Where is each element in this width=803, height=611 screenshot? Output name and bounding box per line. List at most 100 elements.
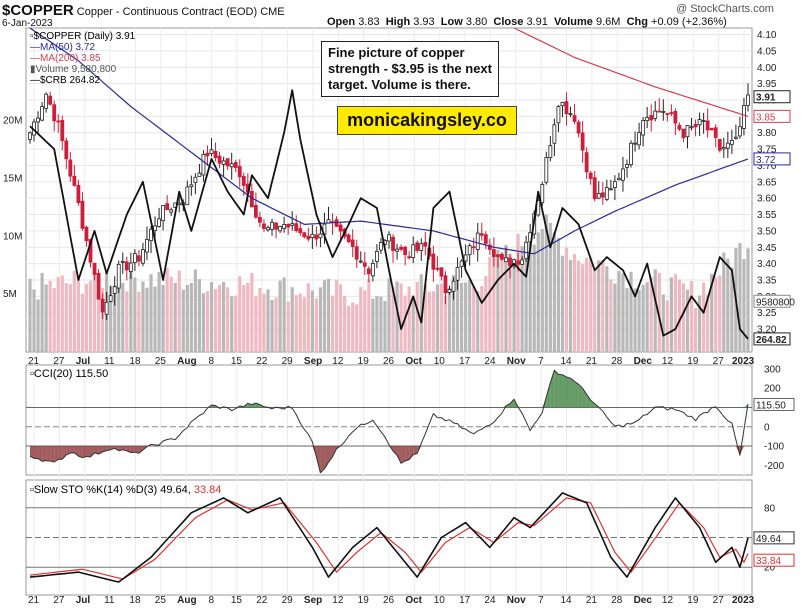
cci-oversold-fill (90, 446, 95, 457)
cci-oversold-fill (397, 446, 402, 464)
candle-body (68, 159, 73, 177)
price-tick-label: 3.20 (757, 325, 777, 336)
cci-overbought-fill (574, 381, 579, 408)
volume-bar (621, 273, 625, 352)
volume-bar (637, 289, 641, 352)
cci-oversold-fill (413, 446, 418, 455)
annotation-site: monicakingsley.co (337, 106, 517, 135)
volume-bar (407, 286, 411, 352)
candle-body (705, 120, 710, 131)
price-tick-label: 3.55 (757, 210, 777, 221)
legend-price-swatch: ▫ (30, 31, 34, 42)
cci-oversold-fill (42, 446, 47, 462)
cci-oversold-fill (393, 446, 398, 456)
x-tick-label-lower: Oct (405, 595, 422, 606)
volume-bar (472, 285, 476, 352)
volume-bar (556, 238, 561, 352)
volume-bar (125, 291, 129, 352)
volume-bar (746, 248, 750, 352)
cci-oversold-fill (38, 446, 43, 462)
candle-body (88, 239, 93, 263)
volume-bar (217, 284, 222, 352)
volume-bar (548, 222, 552, 352)
price-tick-label: 3.60 (757, 194, 777, 205)
candle-body (197, 172, 202, 177)
x-tick-label-lower: 7 (538, 595, 544, 606)
volume-bar (677, 279, 682, 352)
volume-bar (544, 214, 548, 352)
volume-tick-label: 10M (3, 231, 22, 242)
volume-bar (399, 283, 403, 352)
candle-body (132, 253, 137, 264)
candle-body (709, 127, 714, 131)
volume-bar (633, 288, 637, 352)
volume-bar (488, 256, 492, 352)
candle-body (685, 125, 690, 138)
x-tick-label-lower: 11 (104, 595, 115, 606)
crb-tag-box (753, 332, 791, 346)
cci-tick-label: 0 (764, 422, 770, 433)
candle-body (221, 160, 226, 165)
x-tick-label-upper: 21 (586, 356, 598, 367)
volume-bar (492, 258, 496, 352)
candle-body (128, 262, 133, 272)
candle-body (145, 239, 149, 253)
volume-bar (60, 275, 64, 352)
chg-label: Chg (626, 16, 648, 28)
x-tick-label-lower: 10 (434, 595, 446, 606)
volume-bar (48, 281, 52, 352)
candle-body (508, 257, 512, 267)
candle-body (387, 234, 391, 242)
candle-body (677, 124, 682, 130)
x-tick-label-upper: 22 (256, 356, 268, 367)
volume-bar (500, 260, 504, 352)
volume-bar (149, 274, 153, 352)
candle-body (298, 228, 303, 234)
x-tick-label-upper: Nov (507, 356, 526, 367)
volume-bar (504, 244, 508, 352)
volume-bar (270, 299, 274, 352)
x-tick-label-lower: 27 (713, 595, 725, 606)
x-tick-label-upper: 2023 (732, 356, 755, 367)
cci-oversold-fill (328, 446, 333, 463)
x-tick-label-upper: 27 (713, 356, 725, 367)
volume-tag: 9580800 (756, 297, 795, 308)
volume-bar (330, 295, 335, 352)
cci-tick-label: -200 (764, 461, 784, 472)
candle-body (225, 158, 230, 167)
candle-body (657, 110, 662, 113)
volume-bar (641, 284, 645, 352)
volume-bar (383, 300, 387, 352)
candle-body (169, 209, 174, 213)
x-tick-label-upper: 8 (209, 356, 215, 367)
volume-bar (460, 282, 464, 352)
cci-value-tag: 115.50 (756, 400, 786, 411)
volume-bar (32, 289, 36, 352)
candle-body (516, 260, 520, 265)
candle-body (572, 115, 577, 122)
candle-body (560, 102, 565, 107)
volume-bar (568, 259, 573, 352)
candle-body (314, 234, 319, 240)
volume-bar (80, 293, 85, 352)
volume-bar (351, 302, 355, 352)
candle-body (266, 227, 270, 231)
x-tick-label-lower: Aug (177, 595, 196, 606)
volume-bar (508, 253, 512, 352)
volume-bar (177, 270, 181, 352)
candle-body (374, 250, 379, 262)
volume-bar (605, 266, 609, 352)
x-tick-label-lower: 18 (129, 595, 141, 606)
candle-body (423, 242, 428, 247)
candle-body (592, 177, 597, 200)
candle-body (738, 126, 742, 137)
x-tick-label-upper: 21 (28, 356, 40, 367)
candle-body (596, 193, 601, 199)
cci-overbought-fill (510, 399, 515, 408)
candle-body (108, 295, 113, 302)
x-tick-label-upper: Oct (405, 356, 422, 367)
candle-body (362, 262, 367, 267)
volume-bar (258, 288, 262, 352)
x-tick-label-upper: 26 (383, 356, 395, 367)
